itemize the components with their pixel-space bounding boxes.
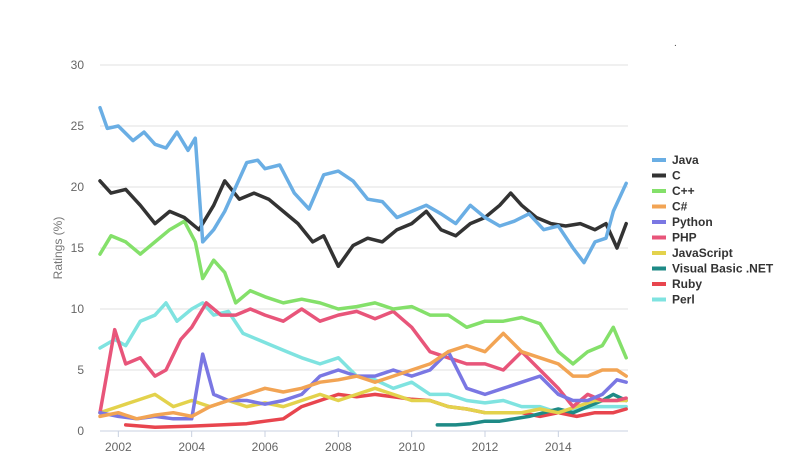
axes: 0 5 10 15 20 25 30 2002 2004 2006 2008 2010 2012 2014: [71, 58, 628, 454]
series-line-java: [98, 105, 628, 265]
legend-label: C: [672, 169, 681, 183]
x-tick-label: 2010: [398, 440, 425, 454]
x-tick-label: 2002: [105, 440, 132, 454]
series-line-c: [98, 219, 628, 366]
series-line-php: [98, 301, 628, 415]
y-tick-label: 30: [71, 58, 85, 72]
legend-label: Python: [672, 215, 713, 229]
legend-label: Perl: [672, 293, 695, 307]
legend-label: Java: [672, 153, 699, 167]
legend-label: PHP: [672, 231, 697, 245]
gridlines: [100, 64, 628, 432]
series-lines: [98, 105, 628, 430]
corner-mark: .: [674, 38, 677, 49]
series-line-python: [98, 349, 628, 421]
legend-label: C#: [672, 200, 688, 214]
y-tick-label: 25: [71, 119, 85, 133]
x-tick-label: 2012: [472, 440, 499, 454]
legend-label: C++: [672, 184, 695, 198]
series-line-c: [98, 331, 628, 421]
series-line-c: [98, 179, 628, 269]
legend-label: JavaScript: [672, 246, 733, 260]
series-line-javascript: [98, 386, 628, 415]
y-tick-label: 0: [77, 424, 84, 438]
y-tick-label: 20: [71, 180, 85, 194]
x-tick-label: 2014: [545, 440, 572, 454]
x-tick-label: 2006: [252, 440, 279, 454]
series-line-perl: [98, 301, 628, 415]
x-tick-label: 2008: [325, 440, 352, 454]
legend-label: Ruby: [672, 277, 702, 291]
y-axis-label: Ratings (%): [51, 217, 65, 280]
x-tick-label: 2004: [178, 440, 205, 454]
y-tick-label: 15: [71, 241, 85, 255]
y-tick-label: 10: [71, 302, 85, 316]
y-tick-label: 5: [77, 363, 84, 377]
legend-label: Visual Basic .NET: [672, 262, 774, 276]
